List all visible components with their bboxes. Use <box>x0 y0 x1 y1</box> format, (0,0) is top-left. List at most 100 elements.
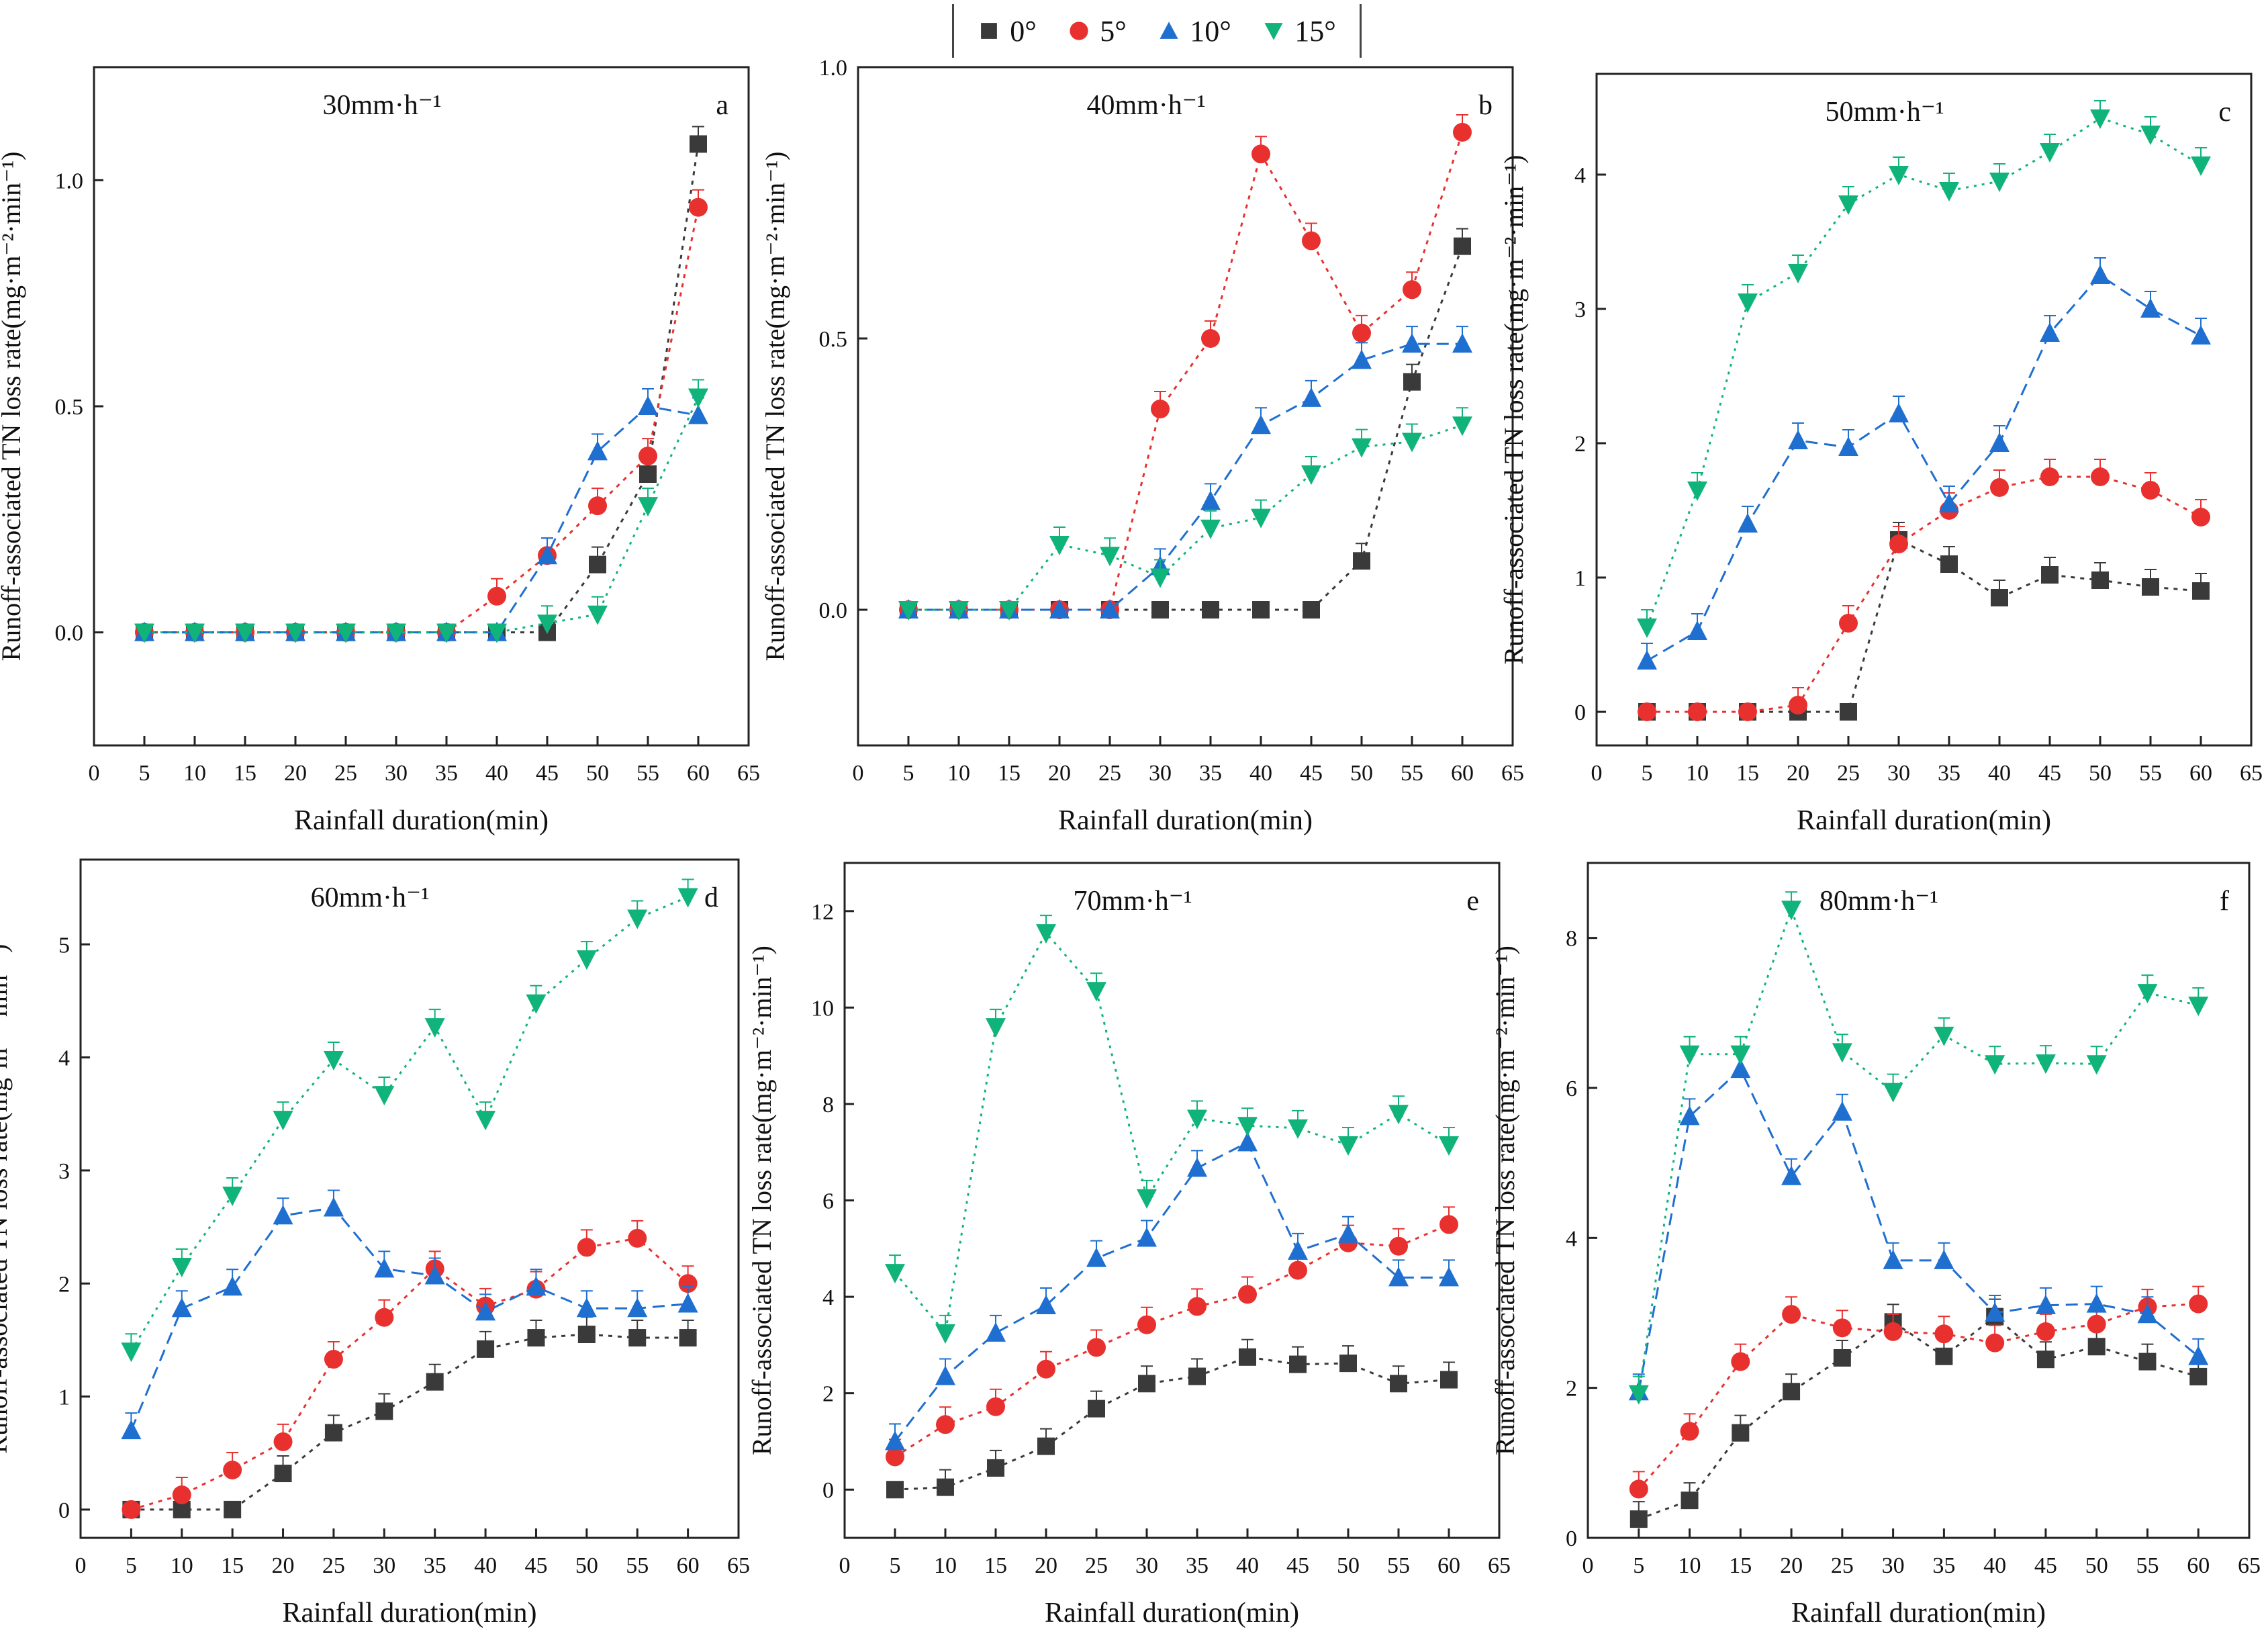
x-tick-label: 5 <box>139 761 150 786</box>
x-tick-label: 45 <box>524 1553 547 1578</box>
data-point <box>677 1293 698 1313</box>
data-point <box>1188 1297 1207 1316</box>
data-point <box>324 1350 343 1369</box>
x-tick-label: 30 <box>1882 1553 1905 1578</box>
data-point <box>1289 1355 1307 1373</box>
data-point <box>1301 465 1321 485</box>
data-point <box>639 465 657 483</box>
x-tick-label: 60 <box>1437 1553 1460 1578</box>
series-line <box>130 1237 689 1511</box>
data-point <box>1202 601 1219 618</box>
y-tick-label: 0.5 <box>55 395 84 420</box>
x-axis-label: Rainfall duration(min) <box>1791 1598 2046 1629</box>
data-point <box>2086 1293 2107 1313</box>
series-line <box>144 144 700 634</box>
data-point <box>1939 182 1959 201</box>
chart-panel-d: 0 5 10 15 20 25 30 35 40 45 50 55 60 65012345Rainfall… <box>0 858 750 1629</box>
data-point <box>1637 650 1657 670</box>
y-tick-label: 8 <box>1566 927 1577 952</box>
triangle-up-marker-icon <box>1160 21 1178 39</box>
x-tick-label: 0 <box>853 761 864 786</box>
data-point <box>1188 1367 1206 1385</box>
x-tick-label: 0 <box>89 761 100 786</box>
series-0° <box>1629 1298 2208 1528</box>
x-tick-label: 0 <box>75 1553 87 1578</box>
series-line <box>1646 117 2202 628</box>
x-tick-label: 20 <box>272 1553 295 1578</box>
y-tick-label: 4 <box>822 1285 834 1310</box>
data-point <box>885 1430 905 1451</box>
data-point <box>1288 1119 1308 1139</box>
data-point <box>1679 1045 1700 1065</box>
data-point <box>576 950 597 970</box>
x-tick-label: 35 <box>424 1553 446 1578</box>
data-point <box>424 1018 445 1038</box>
x-tick-label: 20 <box>284 761 307 786</box>
data-point <box>375 1308 394 1327</box>
x-tick-label: 55 <box>1387 1553 1410 1578</box>
y-axis-label: Runoff-associated TN loss rate(mg·m⁻²·mi… <box>760 151 790 661</box>
data-point <box>1353 552 1370 570</box>
data-point <box>1440 1371 1458 1389</box>
data-point <box>1301 387 1321 407</box>
data-point <box>1150 568 1170 588</box>
data-point <box>1088 1400 1105 1418</box>
circle-marker-icon <box>1070 21 1088 40</box>
data-point <box>224 1500 242 1518</box>
legend-label: 10° <box>1190 14 1231 48</box>
panel-letter: b <box>1478 90 1493 121</box>
series-line <box>1646 274 2202 662</box>
x-tick-label: 60 <box>687 761 710 786</box>
series-line <box>1638 1067 2200 1392</box>
data-point <box>1883 1322 1903 1341</box>
data-point <box>1934 1249 1954 1269</box>
data-point <box>487 586 506 606</box>
panel-title: 80mm·h⁻¹ <box>1820 886 1938 917</box>
data-point <box>937 1478 954 1496</box>
data-point <box>1738 293 1758 313</box>
data-point <box>1187 1109 1207 1130</box>
data-point <box>1452 333 1472 353</box>
y-tick-label: 3 <box>1574 297 1586 322</box>
data-point <box>678 1274 698 1293</box>
data-point <box>273 1111 293 1131</box>
legend-item-10: 10° <box>1157 14 1231 48</box>
x-tick-label: 25 <box>1098 761 1121 786</box>
data-point <box>1781 1165 1802 1185</box>
data-point <box>324 1424 342 1442</box>
plot-frame <box>1595 73 2253 747</box>
series-line <box>144 405 699 634</box>
data-point <box>1036 924 1056 944</box>
data-point <box>1239 1348 1256 1366</box>
data-point <box>1037 1359 1055 1379</box>
x-tick-label: 45 <box>2038 761 2061 786</box>
data-point <box>1789 696 1807 715</box>
data-point <box>1086 1247 1106 1267</box>
data-point <box>122 1500 141 1519</box>
data-point <box>1991 589 2008 606</box>
series-line <box>144 396 700 634</box>
series-0° <box>1638 522 2210 721</box>
y-tick-label: 0 <box>1574 700 1586 725</box>
x-tick-label: 30 <box>373 1553 395 1578</box>
y-tick-label: 3 <box>58 1159 70 1184</box>
data-point <box>886 1481 904 1499</box>
data-point <box>323 1050 344 1070</box>
data-point <box>1049 599 1070 618</box>
panel-title: 30mm·h⁻¹ <box>322 90 441 121</box>
data-point <box>537 545 557 565</box>
data-point <box>1100 547 1120 567</box>
data-point <box>1352 438 1372 458</box>
data-point <box>1782 1305 1801 1324</box>
series-line <box>908 424 1463 611</box>
legend-label: 0° <box>1010 14 1037 48</box>
series-line <box>1647 538 2202 713</box>
data-point <box>1288 1240 1308 1260</box>
panel-title: 60mm·h⁻¹ <box>311 882 430 913</box>
data-point <box>1629 1510 1648 1528</box>
data-point <box>526 994 547 1014</box>
data-point <box>374 1086 395 1106</box>
data-point <box>2192 582 2210 600</box>
data-point <box>2188 1345 2209 1365</box>
data-point <box>1138 1375 1155 1393</box>
